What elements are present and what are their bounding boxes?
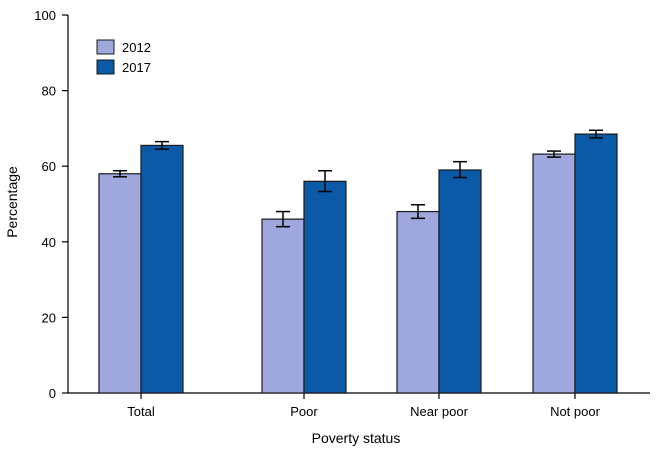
- x-axis: Total Poor Near poor Not poor: [68, 392, 650, 419]
- bars: [98, 133, 618, 394]
- error-bars: [113, 129, 603, 228]
- legend-swatch-2012: [96, 39, 115, 55]
- x-tick-label: Total: [127, 404, 155, 419]
- y-axis-title: Percentage: [4, 166, 20, 238]
- y-tick-label: 0: [49, 386, 56, 401]
- bar-2017-near-poor: [438, 169, 482, 394]
- x-tick-label: Near poor: [410, 404, 468, 419]
- y-tick-label: 40: [42, 235, 56, 250]
- x-axis-title: Poverty status: [312, 430, 401, 446]
- legend-swatch-2017: [96, 59, 115, 75]
- legend-label-2012: 2012: [122, 40, 151, 55]
- bar-2017-not-poor: [574, 133, 618, 394]
- y-tick-label: 20: [42, 310, 56, 325]
- error-bar: [276, 210, 290, 228]
- y-tick-label: 80: [42, 84, 56, 99]
- x-tick-label: Not poor: [550, 404, 601, 419]
- legend: 2012 2017: [96, 39, 151, 75]
- bar-2012-poor: [261, 218, 305, 394]
- error-bar: [113, 169, 127, 178]
- y-tick-label: 60: [42, 159, 56, 174]
- legend-label-2017: 2017: [122, 60, 151, 75]
- error-bar: [155, 140, 169, 150]
- error-bar: [411, 204, 425, 220]
- bar-2012-near-poor: [396, 210, 440, 394]
- error-bar: [589, 129, 603, 139]
- bar-2017-poor: [303, 180, 347, 394]
- error-bar: [318, 169, 332, 193]
- x-tick-label: Poor: [290, 404, 318, 419]
- y-axis: 0 20 40 60 80 100: [34, 8, 69, 401]
- bar-2012-total: [98, 173, 142, 394]
- bar-2017-total: [140, 144, 184, 394]
- y-tick-label: 100: [34, 8, 56, 23]
- bar-2012-not-poor: [532, 153, 576, 394]
- error-bar: [547, 150, 561, 158]
- error-bar: [453, 160, 467, 179]
